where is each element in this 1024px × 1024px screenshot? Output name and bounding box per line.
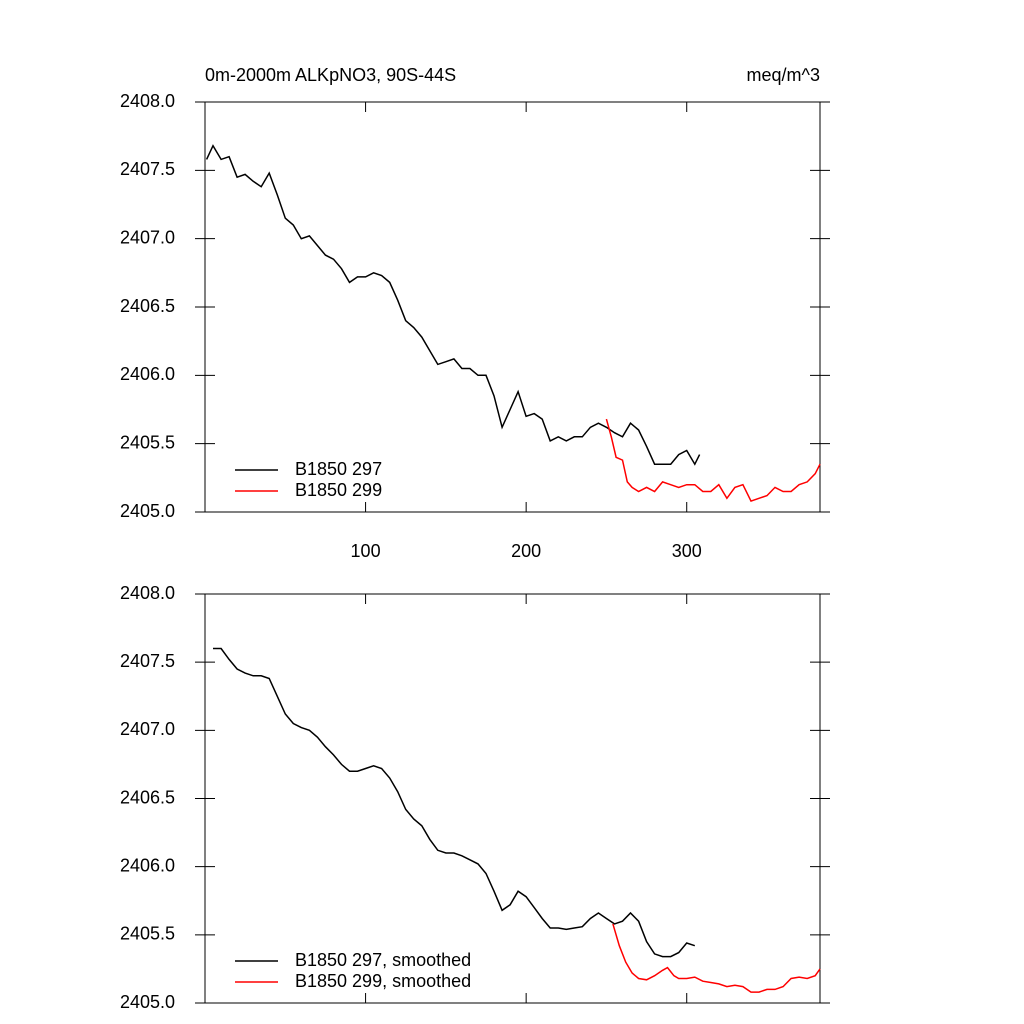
y-tick-label: 2407.0 <box>120 227 175 247</box>
line <box>205 144 701 466</box>
y-tick-label: 2407.5 <box>120 651 175 671</box>
y-tick-label: 2407.0 <box>120 719 175 739</box>
y-tick-label: 2405.0 <box>120 992 175 1012</box>
line <box>605 418 821 503</box>
chart-title: 0m-2000m ALKpNO3, 90S-44S <box>205 65 456 85</box>
units-label: meq/m^3 <box>747 65 820 85</box>
legend-label: B1850 299, smoothed <box>295 971 471 991</box>
y-tick-label: 2406.0 <box>120 364 175 384</box>
y-tick-label: 2405.0 <box>120 501 175 521</box>
y-tick-label: 2405.5 <box>120 432 175 452</box>
y-tick-label: 2405.5 <box>120 924 175 944</box>
y-tick-label: 2407.5 <box>120 159 175 179</box>
line <box>213 647 696 958</box>
y-tick-label: 2408.0 <box>120 91 175 111</box>
x-tick-label: 100 <box>351 541 381 561</box>
y-tick-label: 2406.0 <box>120 855 175 875</box>
legend-label: B1850 299 <box>295 480 382 500</box>
x-tick-label: 200 <box>511 541 541 561</box>
y-tick-label: 2406.5 <box>120 787 175 807</box>
x-tick-label: 300 <box>672 541 702 561</box>
plot-frame <box>204 593 821 1004</box>
legend-label: B1850 297 <box>295 459 382 479</box>
plot-frame <box>204 101 821 513</box>
y-tick-label: 2406.5 <box>120 296 175 316</box>
legend-label: B1850 297, smoothed <box>295 950 471 970</box>
y-tick-label: 2408.0 <box>120 583 175 603</box>
line <box>612 923 821 993</box>
